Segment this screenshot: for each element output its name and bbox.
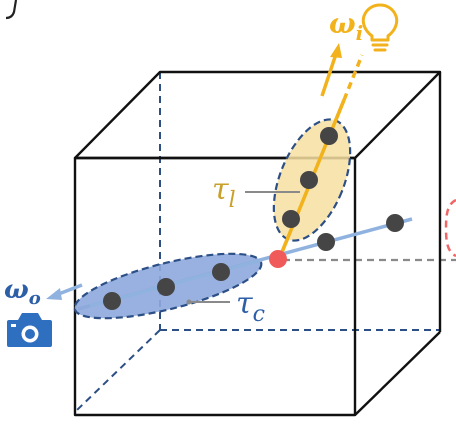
- tau-c-label: τc: [236, 286, 265, 327]
- outer-sample-point: [386, 214, 404, 232]
- partial-object-outline: [444, 198, 456, 258]
- lightbulb-icon: [361, 3, 399, 52]
- light-sample-points: [282, 127, 338, 228]
- hidden-bottom-depth-edge: [76, 329, 161, 411]
- camera-sample-point: [212, 263, 230, 281]
- cube-visible-edges: [73, 70, 442, 417]
- camera-icon: [7, 313, 52, 347]
- light-ray-arrowhead: [330, 43, 342, 58]
- light-ray-arrow-shaft: [320, 53, 338, 97]
- camera-sample-points: [103, 263, 230, 310]
- camera-sample-point: [103, 292, 121, 310]
- light-ray-line-dashed: [342, 54, 364, 101]
- camera-ray-arrowhead: [46, 288, 62, 300]
- outer-sample-points: [317, 214, 404, 251]
- cube-top-face: [73, 70, 442, 160]
- tau-l-label: τl: [212, 172, 236, 213]
- omega-o-label: ωo: [4, 275, 41, 309]
- light-sample-point: [300, 171, 318, 189]
- outer-sample-point: [317, 233, 335, 251]
- tau-c-leader-dot: [186, 299, 192, 305]
- cube-hidden-edges: [76, 72, 440, 411]
- cropped-glyph-top-left: [5, 0, 18, 20]
- intersection-point: [269, 250, 287, 268]
- cube-right-bottom-edge: [354, 331, 441, 416]
- light-sample-point: [282, 210, 300, 228]
- light-sample-point: [320, 127, 338, 145]
- omega-i-label: ωi: [329, 7, 363, 45]
- camera-sample-point: [157, 278, 175, 296]
